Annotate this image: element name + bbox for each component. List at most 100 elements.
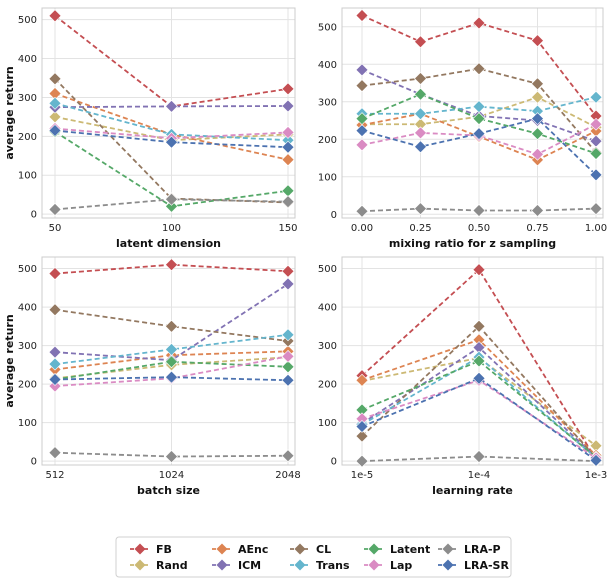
data-point-lra-p <box>281 449 295 463</box>
series-line-latent <box>361 93 597 155</box>
data-point-cl <box>472 62 486 76</box>
data-point-lra-sr <box>589 453 603 467</box>
legend-item-lra-p: LRA-P <box>438 543 501 556</box>
data-point-icm <box>589 134 603 148</box>
data-point-lra-p <box>531 204 544 217</box>
series-line-trans <box>54 333 289 365</box>
legend-label: Trans <box>316 559 350 572</box>
series-line-aenc <box>54 350 289 371</box>
plot-frame <box>341 7 604 219</box>
data-point-cl <box>414 72 427 85</box>
data-point-trans <box>472 100 486 114</box>
legend-marker <box>134 559 146 571</box>
data-point-lra-sr <box>281 373 295 387</box>
data-point-rand <box>531 90 544 104</box>
series-fb <box>48 258 295 280</box>
data-point-trans <box>48 357 62 371</box>
data-point-lra-sr <box>531 112 544 126</box>
data-point-fb <box>531 34 544 48</box>
data-point-lap <box>281 126 295 139</box>
plot-frame <box>41 7 296 219</box>
y-tick-label: 200 <box>318 135 337 146</box>
plot-frame <box>341 256 604 466</box>
data-point-aenc <box>281 153 295 167</box>
legend-marker <box>294 543 306 555</box>
data-point-lra-p <box>589 202 603 216</box>
legend-marker <box>294 559 306 571</box>
y-axis-label: average return <box>3 66 16 159</box>
data-point-lra-p <box>281 195 295 209</box>
legend-item-fb: FB <box>130 543 172 556</box>
series-lra-p <box>48 446 295 463</box>
x-tick-label: 0.50 <box>468 223 490 234</box>
data-point-lra-sr <box>165 135 178 149</box>
series-line-lra-p <box>361 455 597 463</box>
legend-marker <box>368 559 380 571</box>
y-tick-label: 300 <box>318 97 337 108</box>
series-line-latent <box>361 359 597 458</box>
series-lra-p <box>355 202 603 218</box>
x-tick-label: 50 <box>49 223 62 234</box>
data-point-lra-sr <box>472 127 486 141</box>
x-tick-label: 0.25 <box>409 223 431 234</box>
data-point-trans <box>589 90 603 104</box>
y-tick-label: 400 <box>318 60 337 71</box>
y-tick-label: 100 <box>318 418 337 429</box>
data-point-lra-sr <box>48 124 62 137</box>
data-point-cl <box>48 72 62 86</box>
chart-panel-4: 0 100 200 300 400 500 1e-5 1e-4 1e-3 learning rat… <box>318 256 607 497</box>
data-point-latent <box>165 355 178 369</box>
series-line-lra-sr <box>54 129 289 149</box>
data-point-icm <box>281 277 295 291</box>
y-tick-label: 500 <box>318 22 337 33</box>
series-line-rand <box>54 356 289 380</box>
data-point-latent <box>472 112 486 126</box>
legend-label: LRA-P <box>464 543 501 556</box>
y-tick-label: 100 <box>318 172 337 183</box>
series-line-icm <box>361 69 597 142</box>
legend-item-aenc: AEnc <box>212 543 268 556</box>
data-point-icm <box>165 99 178 113</box>
series-line-cl <box>54 308 289 342</box>
y-tick-label: 100 <box>18 171 37 182</box>
data-point-fb <box>48 267 62 280</box>
data-point-latent <box>589 147 603 160</box>
series-latent <box>355 87 603 160</box>
legend: FB Rand AEnc ICM CL Trans Latent Lap LRA-P LRA-SR <box>115 536 512 578</box>
data-point-icm <box>48 345 62 359</box>
data-point-lap <box>531 147 544 161</box>
legend-label: ICM <box>238 559 261 572</box>
data-point-lra-sr <box>355 124 369 138</box>
data-point-trans <box>414 107 427 121</box>
data-point-trans <box>48 96 62 110</box>
chart-panel-1: 0 100 200 300 400 500 50 100 150 latent dimension… <box>3 7 298 250</box>
data-point-lra-p <box>165 450 178 463</box>
series-line-fb <box>361 268 597 460</box>
x-axis-label: learning rate <box>432 484 513 497</box>
data-point-fb <box>48 9 62 23</box>
series-lra-sr <box>48 124 295 154</box>
data-point-cl <box>355 79 369 93</box>
data-point-cl <box>355 429 369 443</box>
legend-marker <box>442 543 454 555</box>
x-tick-label: 1.00 <box>585 223 607 234</box>
data-point-lra-p <box>48 446 62 460</box>
x-axis-label: batch size <box>137 484 200 497</box>
legend-label: CL <box>316 543 331 556</box>
legend-marker <box>216 543 228 555</box>
x-tick-label: 0.75 <box>526 223 548 234</box>
data-point-lra-sr <box>589 168 603 182</box>
data-point-latent <box>531 127 544 141</box>
series-lra-sr <box>355 112 603 182</box>
y-tick-label: 0 <box>31 210 37 221</box>
x-axis-label: mixing ratio for z sampling <box>389 237 556 250</box>
data-point-cl <box>531 77 544 91</box>
legend-item-latent: Latent <box>364 543 430 556</box>
y-tick-label: 200 <box>18 380 37 391</box>
y-tick-label: 500 <box>318 264 337 275</box>
chart-panel-2: 0 100 200 300 400 500 0.00 0.25 0.50 0.75 1.00 mixi… <box>318 7 607 250</box>
x-tick-label: 100 <box>162 223 181 234</box>
y-tick-label: 0 <box>31 457 37 468</box>
series-lra-p <box>48 192 295 216</box>
